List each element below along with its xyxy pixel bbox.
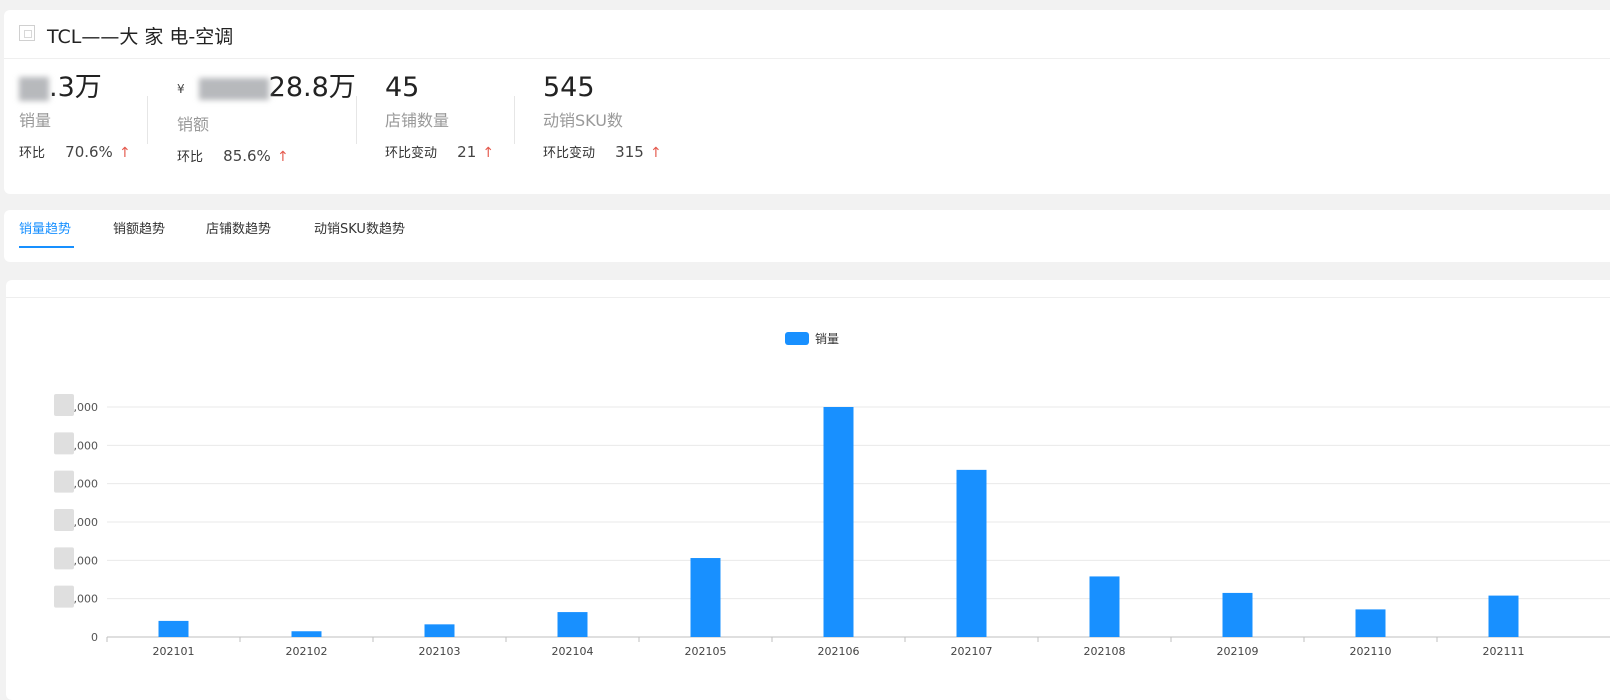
redacted-tick <box>54 509 74 531</box>
bar <box>956 469 987 637</box>
redacted-value <box>19 76 49 101</box>
change-value: 315 <box>615 143 644 161</box>
brand-header: TCL——大 家 电-空调 <box>4 10 1610 59</box>
bar <box>690 558 721 637</box>
tab-store-count-trend[interactable]: 店铺数趋势 <box>206 222 272 237</box>
bar <box>1089 576 1120 637</box>
brand-placeholder-icon <box>19 25 35 41</box>
bar <box>424 624 455 637</box>
bar <box>557 612 588 637</box>
change-value: 21 <box>457 143 477 161</box>
redacted-value <box>198 77 269 100</box>
change-label: 环比变动 <box>385 146 438 161</box>
metric-value-text: .3万 <box>49 72 102 103</box>
sales-volume-bar-chart: ,000 ,000 ,000 ,000 ,000 ,000 0 202101 202102 202… <box>54 332 1610 658</box>
metric-label: 店铺数量 <box>385 111 450 130</box>
chart-header-divider <box>6 297 1610 298</box>
bar <box>158 620 189 637</box>
metric-label: 动销SKU数 <box>543 111 623 130</box>
x-tick-label: 202111 <box>1483 645 1525 658</box>
arrow-up-icon: ↑ <box>276 149 289 165</box>
metric-value: 545 <box>543 72 595 103</box>
divider <box>514 96 515 144</box>
metric-change: 环比变动 21 ↑ <box>385 142 494 161</box>
arrow-up-icon: ↑ <box>482 145 495 161</box>
x-tick-label: 202101 <box>153 645 195 658</box>
x-tick-label: 202110 <box>1350 645 1392 658</box>
metric-change: 环比 85.6% ↑ <box>177 146 356 165</box>
arrow-up-icon: ↑ <box>118 145 131 161</box>
metric-active-sku: 545 动销SKU数 环比变动 315 ↑ <box>543 68 662 161</box>
x-tick-label: 202108 <box>1084 645 1126 658</box>
redacted-tick <box>54 432 74 455</box>
summary-card: TCL——大 家 电-空调 .3万 销量 环比 70.6% ↑ ¥28.8万 销… <box>4 10 1610 194</box>
change-label: 环比 <box>177 150 204 165</box>
active-tab-indicator <box>19 246 74 248</box>
x-tick-label: 202107 <box>951 645 993 658</box>
tab-sales-volume-trend[interactable]: 销量趋势 <box>19 222 72 237</box>
change-value: 85.6% <box>223 147 271 165</box>
x-tick-label: 202106 <box>818 645 860 658</box>
legend-swatch <box>785 332 809 345</box>
brand-title: TCL——大 家 电-空调 <box>47 26 234 48</box>
metric-value: ¥28.8万 <box>177 68 356 112</box>
chart-card: ,000 ,000 ,000 ,000 ,000 ,000 0 202101 202102 202… <box>6 280 1610 700</box>
metric-value: 45 <box>385 72 420 103</box>
x-tick-label: 202103 <box>419 645 461 658</box>
y-tick-label: ,000 <box>74 554 99 567</box>
divider <box>356 96 357 144</box>
change-label: 环比变动 <box>543 146 596 161</box>
divider <box>147 96 148 144</box>
x-tick-label: 202102 <box>286 645 328 658</box>
x-tick-label: 202105 <box>685 645 727 658</box>
metric-value-text: 28.8万 <box>268 72 356 103</box>
y-tick-label: ,000 <box>74 593 99 606</box>
change-value: 70.6% <box>65 143 113 161</box>
metric-value: .3万 <box>19 68 131 108</box>
bar <box>823 407 854 637</box>
bar <box>1355 609 1386 637</box>
metric-sales-amount: ¥28.8万 销额 环比 85.6% ↑ <box>177 68 356 165</box>
metric-change: 环比 70.6% ↑ <box>19 142 131 161</box>
redacted-tick <box>54 585 74 608</box>
y-tick-label: ,000 <box>74 516 99 529</box>
change-label: 环比 <box>19 146 46 161</box>
metric-label: 销额 <box>177 115 210 134</box>
redacted-tick <box>54 394 74 416</box>
bar <box>1222 592 1253 637</box>
y-tick-label: ,000 <box>74 439 99 452</box>
tab-sales-amount-trend[interactable]: 销额趋势 <box>113 222 166 237</box>
metric-store-count: 45 店铺数量 环比变动 21 ↑ <box>385 68 494 161</box>
tab-active-sku-trend[interactable]: 动销SKU数趋势 <box>314 222 405 237</box>
redacted-tick <box>54 547 74 570</box>
x-tick-label: 202104 <box>552 645 594 658</box>
redacted-tick <box>54 470 74 493</box>
x-tick-label: 202109 <box>1217 645 1259 658</box>
y-tick-label: ,000 <box>74 478 99 491</box>
legend-label: 销量 <box>815 332 839 346</box>
trend-tabs: 销量趋势 销额趋势 店铺数趋势 动销SKU数趋势 <box>4 210 1610 262</box>
metric-label: 销量 <box>19 111 52 130</box>
metric-sales-volume: .3万 销量 环比 70.6% ↑ <box>19 68 131 161</box>
y-tick-label: ,000 <box>74 401 99 414</box>
arrow-up-icon: ↑ <box>649 145 662 161</box>
y-tick-label: 0 <box>91 631 98 644</box>
bar <box>291 631 322 637</box>
bar <box>1488 595 1519 637</box>
currency-symbol: ¥ <box>177 82 185 96</box>
metric-change: 环比变动 315 ↑ <box>543 142 662 161</box>
